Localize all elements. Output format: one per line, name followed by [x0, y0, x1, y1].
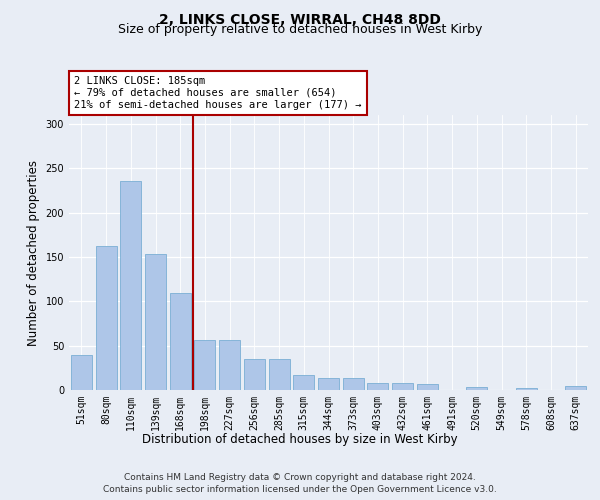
- Bar: [367, 383, 388, 390]
- Text: Distribution of detached houses by size in West Kirby: Distribution of detached houses by size …: [142, 432, 458, 446]
- Text: 2 LINKS CLOSE: 185sqm
← 79% of detached houses are smaller (654)
21% of semi-det: 2 LINKS CLOSE: 185sqm ← 79% of detached …: [74, 76, 362, 110]
- Bar: [318, 378, 339, 390]
- Text: 2, LINKS CLOSE, WIRRAL, CH48 8DD: 2, LINKS CLOSE, WIRRAL, CH48 8DD: [159, 12, 441, 26]
- Bar: [565, 386, 586, 390]
- Bar: [120, 180, 141, 390]
- Bar: [269, 359, 290, 390]
- Bar: [170, 294, 191, 390]
- Bar: [95, 246, 116, 390]
- Bar: [293, 375, 314, 390]
- Bar: [194, 340, 215, 390]
- Bar: [219, 340, 240, 390]
- Bar: [417, 384, 438, 390]
- Bar: [516, 388, 537, 390]
- Text: Size of property relative to detached houses in West Kirby: Size of property relative to detached ho…: [118, 22, 482, 36]
- Y-axis label: Number of detached properties: Number of detached properties: [27, 160, 40, 346]
- Bar: [466, 388, 487, 390]
- Bar: [145, 254, 166, 390]
- Text: Contains HM Land Registry data © Crown copyright and database right 2024.: Contains HM Land Registry data © Crown c…: [124, 472, 476, 482]
- Bar: [71, 356, 92, 390]
- Bar: [392, 383, 413, 390]
- Bar: [343, 378, 364, 390]
- Text: Contains public sector information licensed under the Open Government Licence v3: Contains public sector information licen…: [103, 485, 497, 494]
- Bar: [244, 359, 265, 390]
